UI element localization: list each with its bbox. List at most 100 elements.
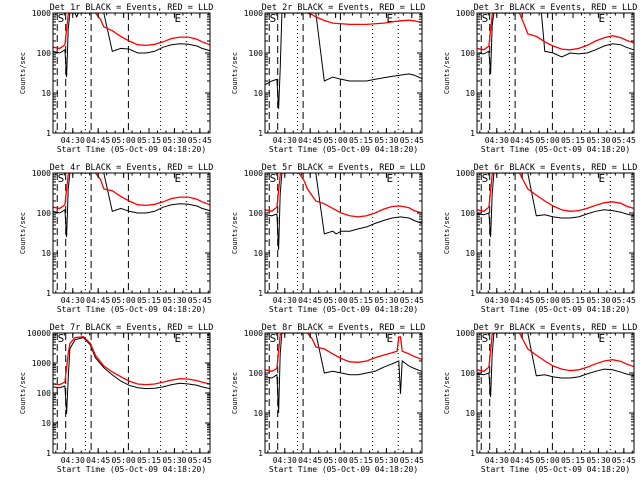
x-axis-label: Start Time (05-Oct-09 04:18:20) (269, 145, 418, 154)
x-tick-label: 05:00 (536, 136, 560, 145)
x-tick-label: 05:30 (374, 456, 398, 465)
x-tick-label: 04:30 (61, 136, 85, 145)
x-axis-label: Start Time (05-Oct-09 04:18:20) (269, 465, 418, 474)
series-line-events (477, 333, 634, 398)
y-tick-label: 1 (470, 289, 475, 298)
y-tick-label: 1 (258, 449, 263, 458)
x-tick-label: 05:30 (586, 136, 610, 145)
x-axis-label: Start Time (05-Oct-09 04:18:20) (57, 305, 206, 314)
marker-e: E (598, 332, 605, 345)
x-tick-label: 05:15 (561, 136, 585, 145)
x-tick-label: 05:45 (612, 456, 636, 465)
x-tick-label: 05:00 (324, 136, 348, 145)
marker-e: E (174, 332, 181, 345)
y-tick-label: 1000 (244, 9, 263, 18)
y-tick-label: 100 (461, 49, 476, 58)
x-tick-label: 05:30 (162, 456, 186, 465)
plot-frame (52, 12, 211, 134)
marker-s: S (482, 172, 489, 185)
marker-e: E (174, 12, 181, 25)
y-axis-label: Counts/sec (231, 52, 239, 94)
y-axis-label: Counts/sec (19, 52, 27, 94)
x-tick-label: 05:30 (162, 296, 186, 305)
x-tick-label: 04:45 (510, 296, 534, 305)
plot-frame (476, 332, 635, 454)
y-tick-label: 100 (37, 49, 52, 58)
panel-title: Det 2r BLACK = Events, RED = LLD (262, 3, 426, 13)
x-tick-label: 05:00 (324, 456, 348, 465)
y-tick-label: 1 (46, 449, 51, 458)
x-tick-label: 04:45 (510, 136, 534, 145)
x-tick-label: 05:00 (536, 456, 560, 465)
marker-s: S (482, 12, 489, 25)
x-tick-label: 04:45 (298, 456, 322, 465)
y-axis-label: Counts/sec (443, 212, 451, 254)
y-tick-label: 1000 (244, 329, 263, 338)
y-tick-label: 10 (41, 249, 51, 258)
x-tick-label: 05:15 (137, 456, 161, 465)
y-axis-label: Counts/sec (19, 372, 27, 414)
panel-title: Det 5r BLACK = Events, RED = LLD (262, 163, 426, 173)
x-tick-label: 05:15 (561, 456, 585, 465)
plot-frame (476, 172, 635, 294)
series-line-lld (53, 173, 210, 210)
x-tick-label: 04:45 (298, 136, 322, 145)
y-tick-label: 100 (249, 49, 264, 58)
series-line-events (477, 13, 634, 74)
panel-title: Det 6r BLACK = Events, RED = LLD (474, 163, 638, 173)
x-tick-label: 05:00 (112, 296, 136, 305)
marker-s: S (58, 172, 65, 185)
x-axis-label: Start Time (05-Oct-09 04:18:20) (481, 305, 630, 314)
y-tick-label: 100 (249, 209, 264, 218)
plot-frame (264, 12, 423, 134)
series-line-lld (477, 333, 634, 373)
marker-e: E (386, 12, 393, 25)
x-tick-label: 05:30 (374, 136, 398, 145)
y-tick-label: 10 (465, 89, 475, 98)
series-line-lld (53, 336, 210, 386)
y-tick-label: 1000 (32, 9, 51, 18)
panel-title: Det 8r BLACK = Events, RED = LLD (262, 323, 426, 333)
x-tick-label: 04:30 (61, 296, 85, 305)
y-axis-label: Counts/sec (231, 212, 239, 254)
marker-s: S (58, 332, 65, 345)
x-tick-label: 04:30 (273, 296, 297, 305)
series-line-lld (53, 13, 210, 50)
x-tick-label: 05:45 (188, 136, 212, 145)
x-tick-label: 04:30 (485, 136, 509, 145)
marker-s: S (270, 332, 277, 345)
y-tick-label: 10 (465, 409, 475, 418)
y-tick-label: 100 (37, 389, 52, 398)
y-tick-label: 1 (258, 289, 263, 298)
x-tick-label: 04:30 (273, 136, 297, 145)
x-tick-label: 05:45 (612, 296, 636, 305)
panel-title: Det 7r BLACK = Events, RED = LLD (50, 323, 214, 333)
panel-title: Det 1r BLACK = Events, RED = LLD (50, 3, 214, 13)
plot-frame (264, 172, 423, 294)
panel-title: Det 3r BLACK = Events, RED = LLD (474, 3, 638, 13)
x-tick-label: 04:45 (86, 136, 110, 145)
y-tick-label: 10 (41, 89, 51, 98)
y-tick-label: 1000 (456, 9, 475, 18)
x-tick-label: 04:45 (86, 296, 110, 305)
x-tick-label: 05:00 (112, 456, 136, 465)
y-tick-label: 100 (461, 209, 476, 218)
y-tick-label: 1000 (32, 169, 51, 178)
series-line-events (265, 333, 422, 414)
x-tick-label: 04:30 (273, 456, 297, 465)
x-tick-label: 05:15 (561, 296, 585, 305)
y-tick-label: 1000 (456, 169, 475, 178)
y-tick-label: 1 (470, 129, 475, 138)
x-tick-label: 05:15 (137, 296, 161, 305)
series-line-events (53, 13, 210, 78)
